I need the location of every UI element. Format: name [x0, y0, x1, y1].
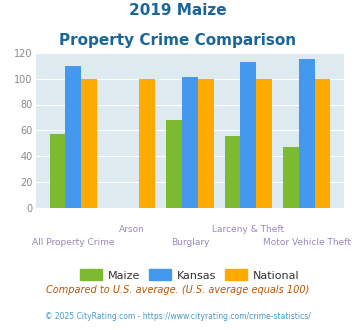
Bar [315, 79, 330, 208]
Text: Motor Vehicle Theft: Motor Vehicle Theft [263, 239, 351, 248]
Text: Property Crime Comparison: Property Crime Comparison [59, 33, 296, 48]
Text: © 2025 CityRating.com - https://www.cityrating.com/crime-statistics/: © 2025 CityRating.com - https://www.city… [45, 312, 310, 321]
Bar [240, 62, 256, 208]
Bar [225, 136, 240, 208]
Legend: Maize, Kansas, National: Maize, Kansas, National [76, 265, 304, 285]
Text: Compared to U.S. average. (U.S. average equals 100): Compared to U.S. average. (U.S. average … [46, 285, 309, 295]
Text: All Property Crime: All Property Crime [32, 239, 114, 248]
Bar [198, 79, 214, 208]
Text: Arson: Arson [119, 225, 144, 234]
Bar [65, 66, 81, 208]
Bar [166, 120, 182, 208]
Bar [182, 77, 198, 208]
Bar [140, 79, 155, 208]
Bar [256, 79, 272, 208]
Text: 2019 Maize: 2019 Maize [129, 3, 226, 18]
Bar [283, 147, 299, 208]
Text: Burglary: Burglary [171, 239, 209, 248]
Bar [50, 134, 65, 208]
Bar [299, 59, 315, 208]
Bar [81, 79, 97, 208]
Text: Larceny & Theft: Larceny & Theft [212, 225, 284, 234]
